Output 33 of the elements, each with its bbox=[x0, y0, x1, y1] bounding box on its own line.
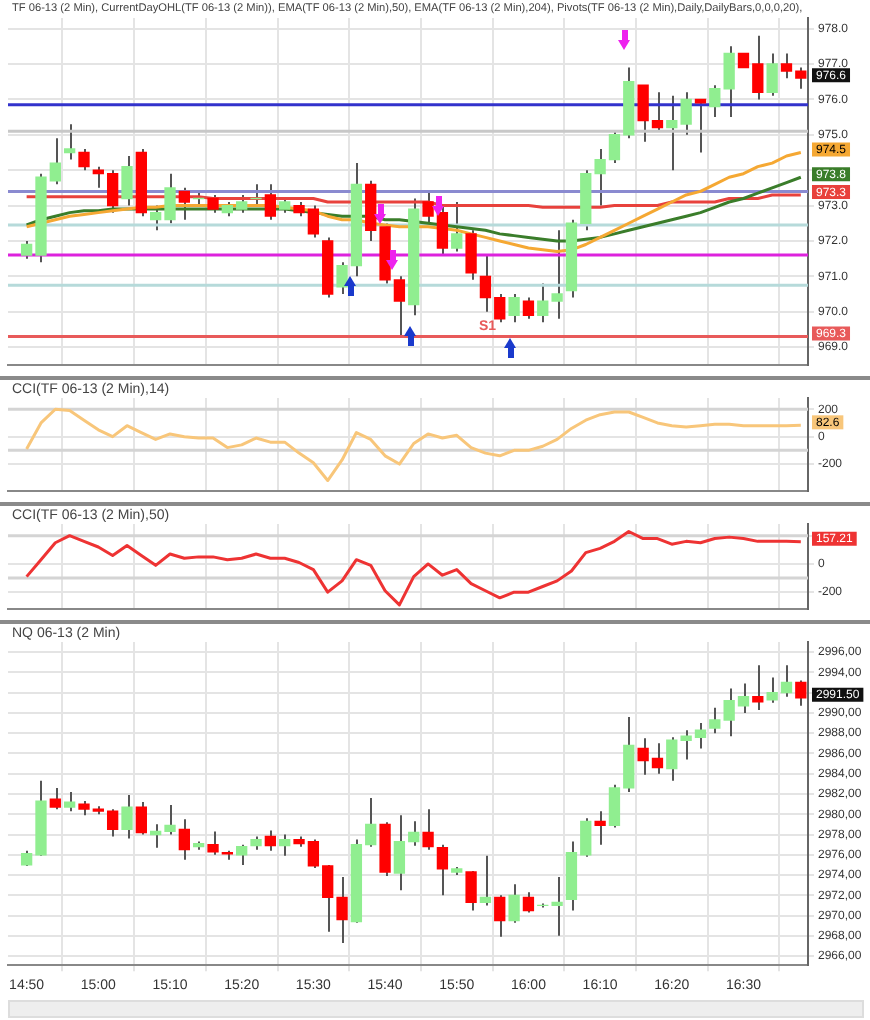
candlestick bbox=[178, 186, 190, 221]
candlestick bbox=[121, 155, 133, 207]
candlestick bbox=[694, 98, 707, 154]
candlestick bbox=[594, 810, 606, 846]
candlestick bbox=[279, 833, 291, 857]
candlestick bbox=[264, 183, 277, 221]
candlestick bbox=[49, 786, 61, 811]
candlestick bbox=[508, 883, 520, 924]
candlestick bbox=[766, 52, 778, 97]
candlestick bbox=[709, 706, 721, 735]
candlestick bbox=[795, 679, 807, 707]
candlestick bbox=[723, 45, 735, 119]
candlestick bbox=[465, 229, 477, 281]
candlestick bbox=[422, 808, 434, 851]
candlestick bbox=[63, 123, 76, 161]
candlestick bbox=[709, 84, 721, 119]
candlestick bbox=[522, 296, 535, 320]
candlestick bbox=[264, 829, 277, 852]
candlestick bbox=[436, 843, 449, 897]
candlestick bbox=[752, 664, 764, 711]
candlestick bbox=[178, 818, 190, 861]
candlestick bbox=[236, 843, 248, 866]
candlestick bbox=[508, 293, 520, 324]
candlestick bbox=[207, 830, 219, 856]
candlestick bbox=[479, 854, 492, 907]
candlestick bbox=[451, 201, 463, 253]
candlestick bbox=[78, 147, 90, 172]
candlestick bbox=[494, 894, 506, 938]
candlestick bbox=[63, 790, 76, 813]
candlestick bbox=[121, 793, 133, 840]
candlestick bbox=[465, 869, 477, 912]
candlestick bbox=[522, 891, 535, 914]
candlestick bbox=[135, 801, 147, 836]
